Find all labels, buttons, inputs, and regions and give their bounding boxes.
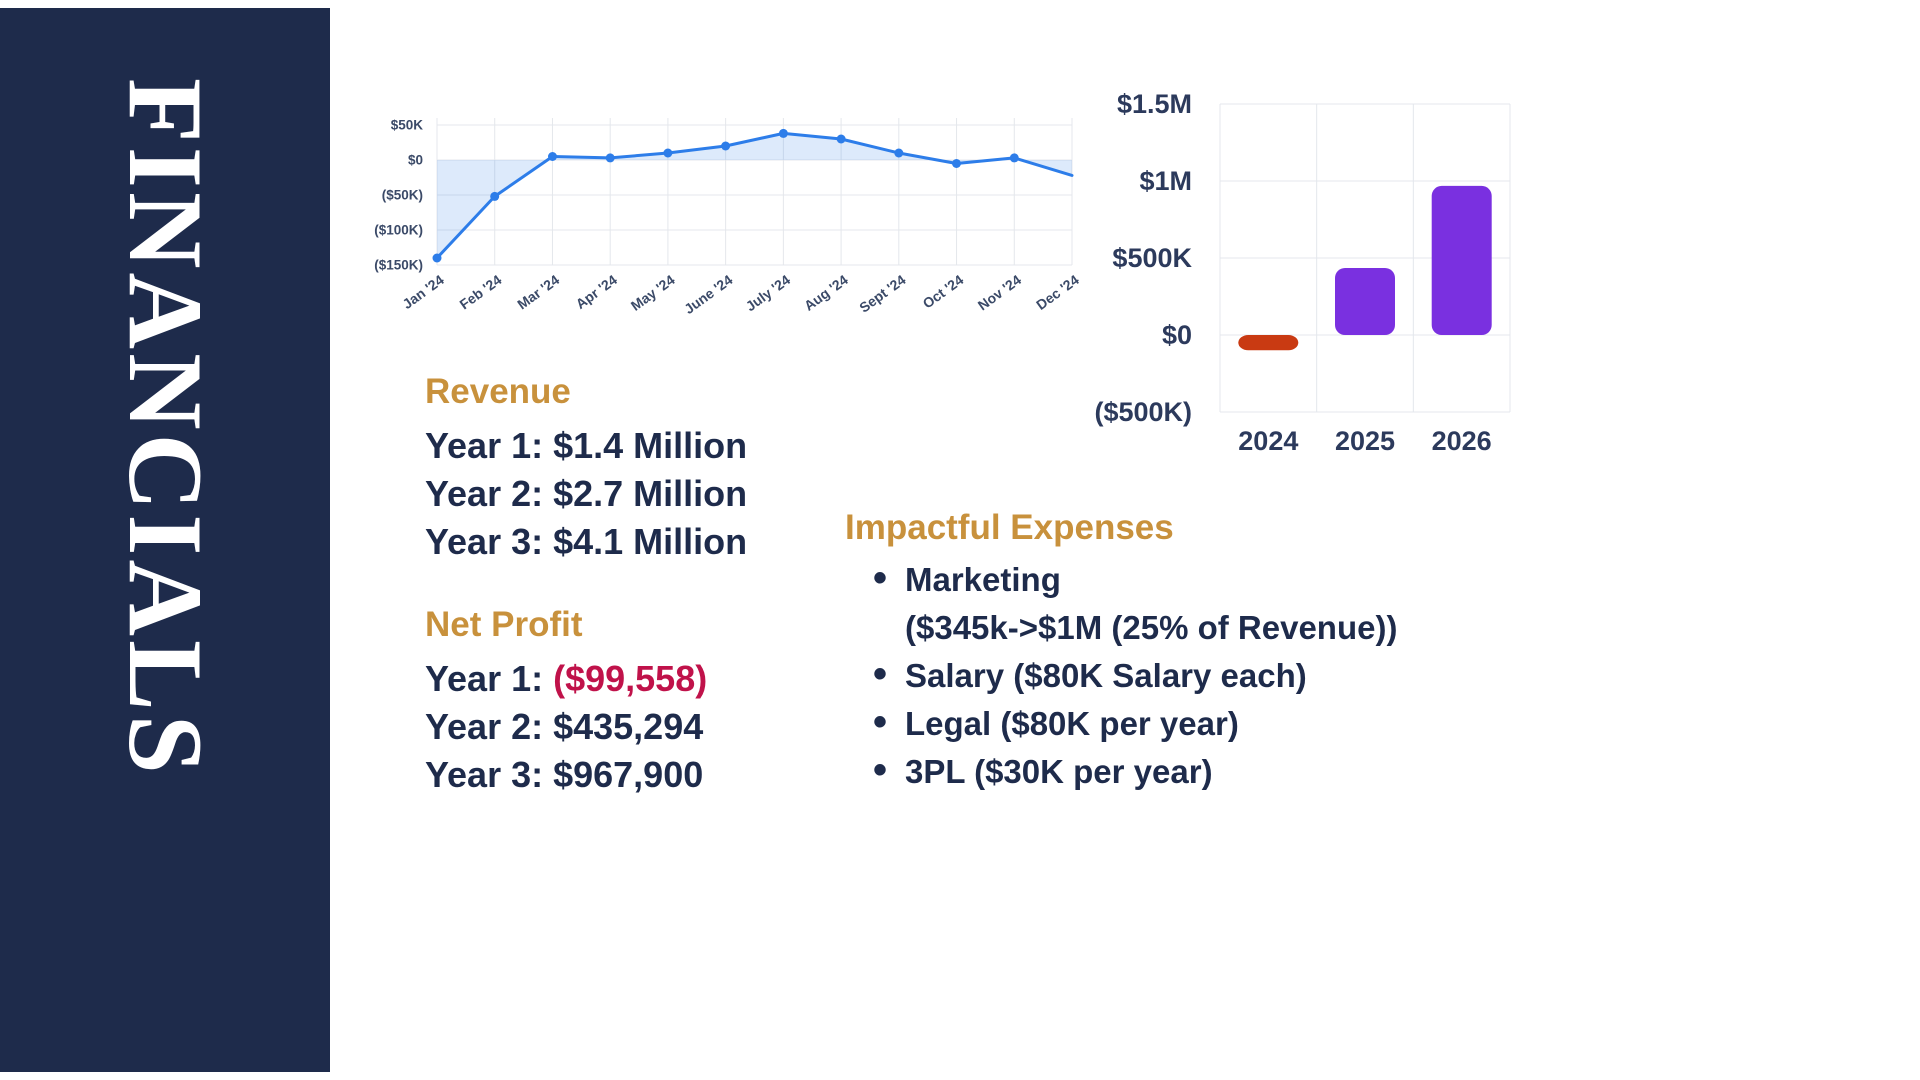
expense-item-marketing: Marketing ($345k->$1M (25% of Revenue)): [845, 554, 1585, 652]
expenses-list: Marketing ($345k->$1M (25% of Revenue)) …: [845, 554, 1585, 796]
expense-item-marketing-detail: ($345k->$1M (25% of Revenue)): [905, 609, 1398, 646]
bar-2025: [1335, 268, 1395, 335]
net-profit-year-1-label: Year 1:: [425, 658, 554, 699]
x-tick-label: Mar '24: [514, 271, 562, 312]
x-tick-label: May '24: [628, 271, 678, 313]
impactful-expenses-section: Impactful Expenses Marketing ($345k->$1M…: [845, 508, 1585, 796]
data-point: [721, 141, 731, 151]
annual-net-profit-bar-chart: $1.5M $1M $500K $0 ($500K) 2024 2025 2026: [1094, 89, 1511, 456]
data-point: [605, 153, 615, 163]
x-tick-label: Nov '24: [975, 271, 1024, 313]
net-profit-year-3-value: $967,900: [553, 754, 704, 795]
net-profit-year-1-value: ($99,558): [553, 658, 708, 699]
data-point: [894, 148, 904, 158]
y-tick-label: ($100K): [374, 223, 423, 238]
y-tick-label: ($150K): [374, 258, 423, 273]
y-tick-label: $1.5M: [1117, 89, 1192, 119]
net-profit-year-2: Year 2: $435,294: [425, 703, 707, 751]
data-point: [663, 148, 673, 158]
x-tick-label: Dec '24: [1033, 271, 1082, 313]
sidebar: FINANCIALS: [0, 8, 330, 1072]
expense-item-legal: Legal ($80K per year): [845, 698, 1585, 748]
x-tick-label: Sept '24: [856, 271, 909, 315]
expense-item-3pl: 3PL ($30K per year): [845, 746, 1585, 796]
revenue-year-2: Year 2: $2.7 Million: [425, 473, 748, 514]
data-point: [836, 134, 846, 144]
x-tick-label: 2025: [1335, 426, 1395, 456]
revenue-heading: Revenue: [425, 372, 571, 411]
line-series: [435, 131, 1074, 260]
data-point: [548, 152, 557, 161]
x-tick-label: Apr '24: [573, 271, 621, 312]
y-tick-label: $500K: [1112, 243, 1192, 273]
area-fill: [437, 133, 1072, 258]
net-profit-year-3-label: Year 3:: [425, 754, 554, 795]
x-tick-label: July '24: [743, 271, 794, 314]
y-tick-label: $1M: [1139, 166, 1192, 196]
x-tick-label: Aug '24: [801, 271, 851, 313]
data-point: [490, 191, 500, 201]
y-tick-label: ($50K): [382, 188, 423, 203]
y-tick-label: $0: [1162, 320, 1192, 350]
x-tick-label: June '24: [681, 271, 735, 317]
data-point: [432, 253, 442, 263]
bar-2026: [1431, 185, 1492, 335]
net-profit-year-2-value: $435,294: [553, 706, 704, 747]
expenses-heading: Impactful Expenses: [845, 508, 1174, 547]
x-tick-label: 2026: [1432, 426, 1492, 456]
bar-2024: [1238, 335, 1299, 351]
data-point: [952, 159, 961, 168]
net-profit-year-1: Year 1: ($99,558): [425, 655, 707, 703]
expense-item-marketing-text: Marketing: [905, 561, 1061, 598]
data-point: [778, 128, 788, 138]
monthly-cashflow-line-chart: $50K $0 ($50K) ($100K) ($150K)Jan '24 Feb '24…: [374, 118, 1082, 318]
slide-title: FINANCIALS: [107, 78, 224, 778]
revenue-year-1: Year 1: $1.4 Million: [425, 425, 748, 466]
x-tick-label: Oct '24: [920, 271, 967, 311]
y-tick-label: $0: [408, 153, 423, 168]
expense-item-salary: Salary ($80K Salary each): [845, 650, 1585, 700]
net-profit-year-2-label: Year 2:: [425, 706, 554, 747]
x-tick-label: 2024: [1238, 426, 1298, 456]
y-tick-label: $50K: [391, 118, 424, 133]
revenue-section: Revenue Year 1: $1.4 Million Year 2: $2.…: [425, 372, 747, 566]
net-profit-heading: Net Profit: [425, 605, 583, 644]
net-profit-section: Net Profit Year 1: ($99,558) Year 2: $43…: [425, 605, 707, 799]
x-tick-label: Jan '24: [399, 271, 447, 312]
revenue-year-3: Year 3: $4.1 Million: [425, 521, 748, 562]
data-point: [1009, 153, 1019, 163]
net-profit-year-3: Year 3: $967,900: [425, 751, 707, 799]
y-tick-label: ($500K): [1094, 397, 1192, 427]
x-tick-label: Feb '24: [457, 271, 505, 312]
